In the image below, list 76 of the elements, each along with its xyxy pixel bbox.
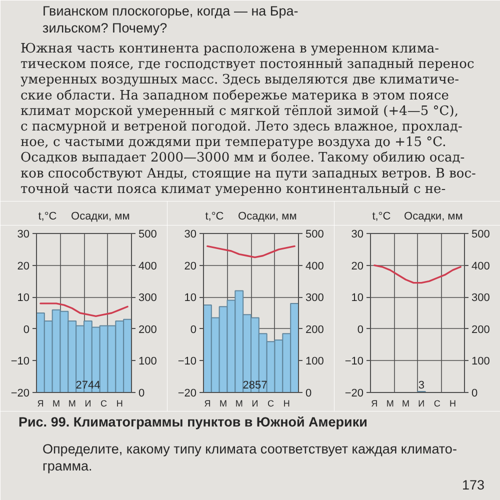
x-tick-label: М bbox=[68, 398, 76, 408]
y2-axis-title: Осадки, мм bbox=[238, 210, 297, 222]
x-tick-label: И bbox=[252, 398, 258, 408]
x-tick-label: Я bbox=[37, 398, 44, 408]
x-tick-label: С bbox=[434, 398, 441, 408]
y2-tick-label: 300 bbox=[138, 292, 157, 304]
annotation: 3 bbox=[418, 380, 424, 392]
text: Южная часть континента расположена в умеренном клима- bbox=[20, 42, 440, 56]
y-axis-title: t,°C bbox=[372, 210, 391, 222]
y-tick-label: 30 bbox=[351, 228, 364, 240]
x-tick-label: М bbox=[402, 398, 410, 408]
y2-tick-label: 200 bbox=[138, 324, 157, 336]
text: точной части пояса климат умеренно континентальный с не- bbox=[20, 182, 446, 197]
y-tick-label: −20 bbox=[178, 388, 197, 400]
y2-tick-label: 300 bbox=[472, 292, 490, 304]
y-tick-label: 20 bbox=[351, 260, 364, 272]
text: 173 bbox=[462, 478, 485, 492]
text: Осадков выпадает 2000—3000 мм и более. Такому обилию осад- bbox=[20, 150, 465, 166]
x-tick-label: Н bbox=[116, 398, 123, 408]
text: ное, с частыми дождями при температуре воздуха до +15 °C. bbox=[20, 135, 446, 150]
text: Рис. 99. Климатограммы пунктов в Южной Америки bbox=[18, 414, 368, 430]
y2-tick-label: 100 bbox=[472, 356, 490, 368]
y-tick-label: 30 bbox=[17, 228, 30, 240]
y-tick-label: 30 bbox=[184, 228, 197, 240]
x-tick-label: М bbox=[235, 398, 243, 408]
x-tick-label: М bbox=[386, 398, 394, 408]
text: с пасмурной и ветреной погодой. Лето здесь влажное, прохлад- bbox=[20, 120, 462, 134]
text: Определите, какому типу климата соответствует каждая климато- грамма. bbox=[42, 442, 457, 474]
y2-tick-label: 0 bbox=[306, 388, 312, 400]
y2-tick-label: 500 bbox=[306, 228, 324, 240]
y-tick-label: −10 bbox=[178, 356, 197, 368]
text: климат морской умеренный с мягкой тёплой зимой (+4—5 °C), bbox=[20, 104, 458, 119]
x-tick-label: С bbox=[100, 398, 108, 408]
y2-tick-label: 500 bbox=[138, 228, 157, 240]
text: ков способствуют Анды, стоящие на пути западных ветров. В вос- bbox=[20, 166, 476, 182]
text: Гвианском плоскогорье, когда — на Бра- зильском? Почему? bbox=[42, 4, 298, 36]
text: ские области. На западном побережье материка в этом поясе bbox=[20, 88, 450, 104]
annotation: 2744 bbox=[76, 380, 100, 392]
y-tick-label: 20 bbox=[17, 260, 30, 272]
y-tick-label: −20 bbox=[344, 388, 364, 400]
x-tick-label: Я bbox=[204, 398, 211, 408]
y-tick-label: 10 bbox=[184, 292, 197, 304]
y2-tick-label: 500 bbox=[472, 228, 490, 240]
y2-tick-label: 300 bbox=[306, 292, 324, 304]
x-tick-label: Н bbox=[450, 398, 456, 408]
x-tick-label: И bbox=[418, 398, 425, 408]
text: умеренных воздушных масс. Здесь выделяются две климатиче- bbox=[20, 72, 460, 88]
y-tick-label: 10 bbox=[351, 292, 364, 304]
y-tick-label: −10 bbox=[10, 356, 30, 368]
y-tick-label: 0 bbox=[190, 324, 197, 336]
annotation: 2857 bbox=[242, 380, 268, 392]
y-tick-label: 0 bbox=[357, 324, 364, 336]
x-tick-label: М bbox=[220, 398, 228, 408]
y-tick-label: 0 bbox=[23, 324, 30, 336]
y2-tick-label: 400 bbox=[138, 260, 157, 272]
y-tick-label: 20 bbox=[184, 260, 197, 272]
y2-tick-label: 200 bbox=[472, 324, 490, 336]
y2-tick-label: 100 bbox=[138, 356, 157, 368]
x-tick-label: И bbox=[84, 398, 92, 408]
text: тическом поясе, где господствует постоянный западный перенос bbox=[20, 57, 474, 72]
x-tick-label: С bbox=[268, 398, 275, 408]
y2-tick-label: 100 bbox=[306, 356, 324, 368]
y-axis-title: t,°C bbox=[205, 210, 224, 222]
y-axis-title: t,°C bbox=[38, 210, 57, 222]
y-tick-label: 10 bbox=[17, 292, 30, 304]
x-tick-label: М bbox=[52, 398, 60, 408]
y2-axis-title: Осадки, мм bbox=[71, 210, 130, 222]
y2-tick-label: 0 bbox=[472, 388, 478, 400]
y2-axis-title: Осадки, мм bbox=[404, 210, 463, 222]
y2-tick-label: 200 bbox=[306, 324, 324, 336]
x-tick-label: Я bbox=[371, 398, 378, 408]
y-tick-label: −10 bbox=[344, 356, 364, 368]
x-tick-label: Н bbox=[283, 398, 290, 408]
y2-tick-label: 400 bbox=[306, 260, 324, 272]
y2-tick-label: 0 bbox=[138, 388, 145, 400]
y2-tick-label: 400 bbox=[472, 260, 490, 272]
